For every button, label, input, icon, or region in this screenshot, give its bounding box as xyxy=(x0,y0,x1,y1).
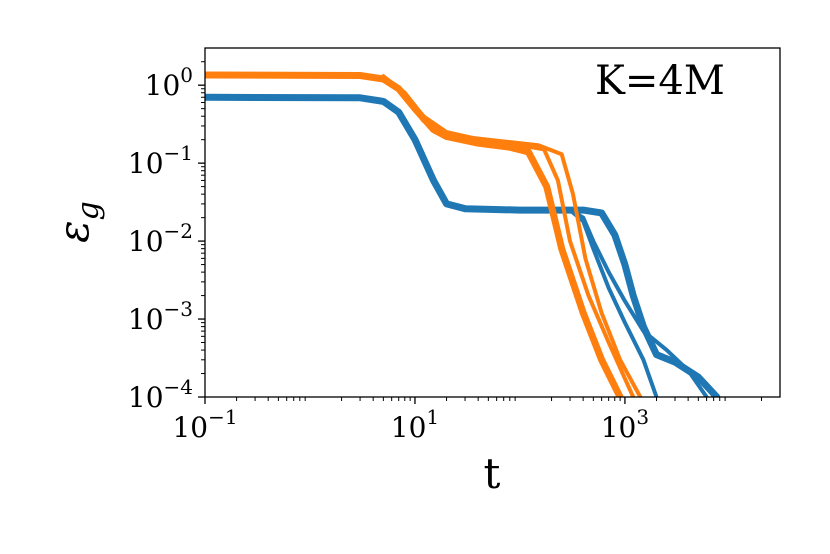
x-tick-label-0: 10−1 xyxy=(172,405,237,444)
x-axis-title: t xyxy=(484,449,501,498)
plot-background xyxy=(205,48,780,397)
series-layer xyxy=(205,71,721,397)
ticks-layer: 10−1 101 103 100 10−1 10−2 10−3 10−4 xyxy=(128,61,763,444)
y-tick-label-0: 100 xyxy=(145,63,193,102)
series-line-5 xyxy=(381,74,643,397)
y-tick-label-1: 10−1 xyxy=(128,141,193,180)
y-tick-label-3: 10−3 xyxy=(128,297,193,336)
x-tick-label-2: 103 xyxy=(601,405,649,444)
chart-annotation: K=4M xyxy=(595,58,725,104)
x-tick-label-1: 101 xyxy=(391,405,439,444)
y-axis-title: εg xyxy=(49,201,106,243)
series-line-4 xyxy=(381,74,636,397)
series-line-0 xyxy=(205,93,721,397)
series-line-2 xyxy=(568,208,659,397)
y-tick-label-4: 10−4 xyxy=(128,375,193,414)
plot-frame xyxy=(204,47,781,398)
y-tick-label-2: 10−2 xyxy=(128,219,193,258)
